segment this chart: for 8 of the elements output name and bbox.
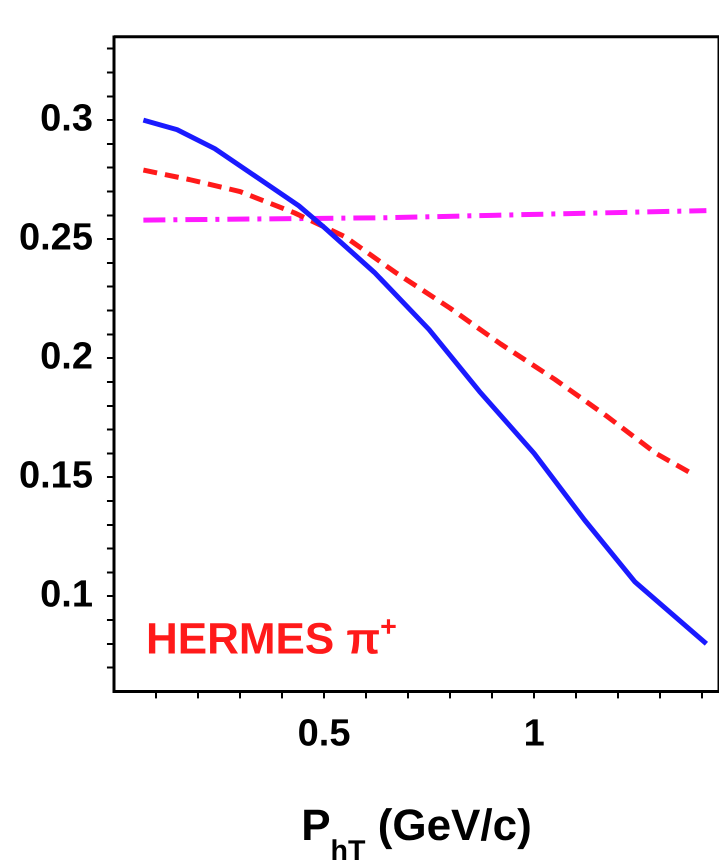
x-tick-label: 1 (524, 712, 545, 755)
y-tick-label: 0.3 (40, 98, 93, 140)
annotation: HERMES π+ (146, 610, 397, 664)
y-tick-label: 0.25 (18, 216, 93, 259)
y-tick-label: 0.15 (18, 454, 93, 497)
y-tick-label: 0.2 (40, 336, 93, 378)
y-tick-label: 0.1 (40, 574, 93, 616)
x-tick-label: 0.5 (298, 712, 350, 755)
